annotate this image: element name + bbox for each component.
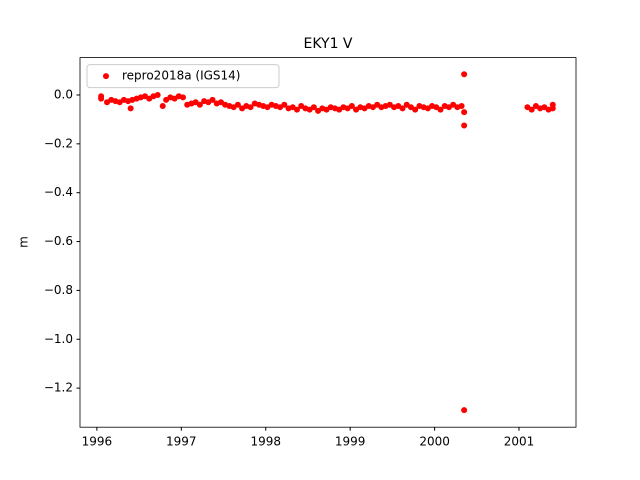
- y-tick-label: −1.0: [44, 332, 73, 346]
- x-tick-label: 1997: [166, 435, 197, 449]
- y-tick-label: −0.4: [44, 185, 73, 199]
- point: [98, 95, 105, 102]
- point: [399, 105, 406, 112]
- point: [412, 106, 419, 113]
- chart-title: EKY1 V: [303, 36, 352, 52]
- point: [127, 105, 134, 112]
- point: [461, 122, 468, 129]
- point: [437, 106, 444, 113]
- point: [461, 71, 468, 78]
- point: [348, 102, 355, 109]
- point: [234, 101, 241, 108]
- point: [154, 91, 161, 98]
- point: [209, 96, 216, 103]
- point: [461, 407, 468, 414]
- point: [247, 104, 254, 111]
- point: [179, 94, 186, 101]
- point: [293, 106, 300, 113]
- y-tick-label: −1.2: [44, 381, 73, 395]
- y-tick-label: −0.6: [44, 234, 73, 248]
- plot-frame: [79, 57, 577, 428]
- x-tick-label: 2000: [419, 435, 450, 449]
- point: [281, 101, 288, 108]
- point: [458, 102, 465, 109]
- point: [528, 106, 535, 113]
- x-tick-label: 1999: [335, 435, 366, 449]
- legend-marker: [103, 73, 109, 80]
- point: [196, 101, 203, 108]
- legend-label: repro2018a (IGS14): [122, 69, 240, 83]
- x-tick-label: 2001: [504, 435, 535, 449]
- x-tick-label: 1998: [250, 435, 281, 449]
- y-tick-label: −0.2: [44, 136, 73, 150]
- x-tick-label: 1996: [82, 435, 113, 449]
- y-tick-label: 0.0: [54, 87, 73, 101]
- point: [159, 102, 166, 109]
- point: [310, 104, 317, 111]
- point: [549, 105, 556, 112]
- y-tick-label: −0.8: [44, 283, 73, 297]
- legend-box: [86, 64, 280, 89]
- y-axis-label: m: [17, 236, 31, 248]
- point: [461, 109, 468, 116]
